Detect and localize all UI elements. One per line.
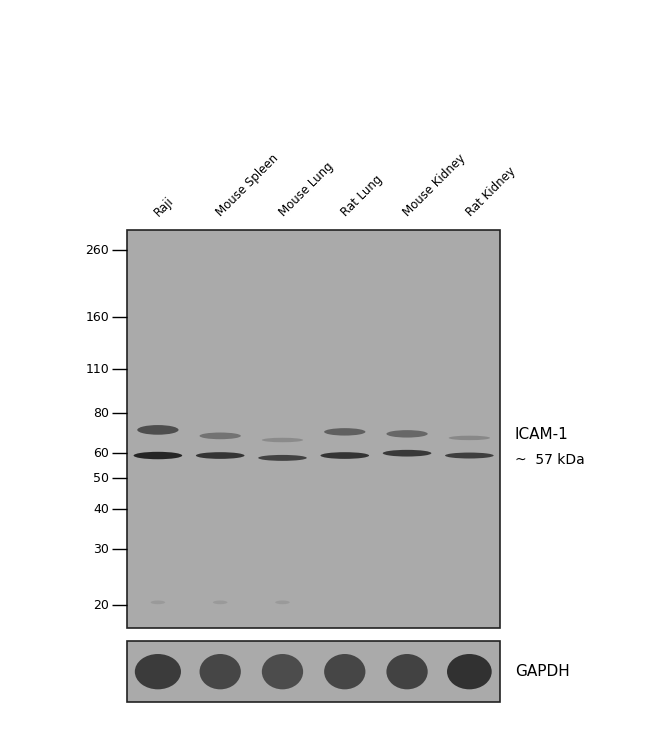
Text: ~  57 kDa: ~ 57 kDa	[515, 452, 584, 467]
Ellipse shape	[151, 600, 165, 604]
Ellipse shape	[200, 432, 241, 439]
Ellipse shape	[386, 430, 428, 438]
Ellipse shape	[445, 452, 493, 458]
Ellipse shape	[134, 452, 182, 459]
Text: 20: 20	[94, 599, 109, 611]
Text: Rat Lung: Rat Lung	[339, 173, 385, 219]
Ellipse shape	[386, 654, 428, 690]
Text: 40: 40	[94, 503, 109, 516]
Ellipse shape	[275, 600, 290, 604]
Text: Mouse Lung: Mouse Lung	[276, 160, 335, 219]
Text: GAPDH: GAPDH	[515, 664, 569, 679]
Text: 160: 160	[85, 311, 109, 324]
Ellipse shape	[262, 654, 303, 690]
Ellipse shape	[324, 654, 365, 690]
Text: Rat Kidney: Rat Kidney	[463, 165, 518, 219]
Ellipse shape	[213, 600, 228, 604]
Ellipse shape	[447, 654, 491, 690]
Ellipse shape	[448, 435, 490, 440]
Ellipse shape	[258, 455, 307, 461]
Ellipse shape	[320, 452, 369, 459]
Text: 260: 260	[85, 244, 109, 256]
Text: Raji: Raji	[152, 195, 177, 219]
Text: Mouse Spleen: Mouse Spleen	[214, 152, 281, 219]
Bar	[127, 230, 500, 628]
Text: Mouse Kidney: Mouse Kidney	[401, 152, 469, 219]
Ellipse shape	[262, 438, 303, 442]
Text: 110: 110	[85, 363, 109, 376]
Ellipse shape	[137, 425, 179, 435]
Text: 60: 60	[94, 447, 109, 460]
Text: 30: 30	[94, 542, 109, 556]
Ellipse shape	[383, 450, 432, 456]
Bar	[127, 641, 500, 702]
Ellipse shape	[196, 452, 244, 459]
Ellipse shape	[324, 428, 365, 435]
Text: 50: 50	[93, 472, 109, 485]
Ellipse shape	[135, 654, 181, 690]
Text: 80: 80	[93, 407, 109, 420]
Text: ICAM-1: ICAM-1	[515, 427, 569, 442]
Ellipse shape	[200, 654, 241, 690]
